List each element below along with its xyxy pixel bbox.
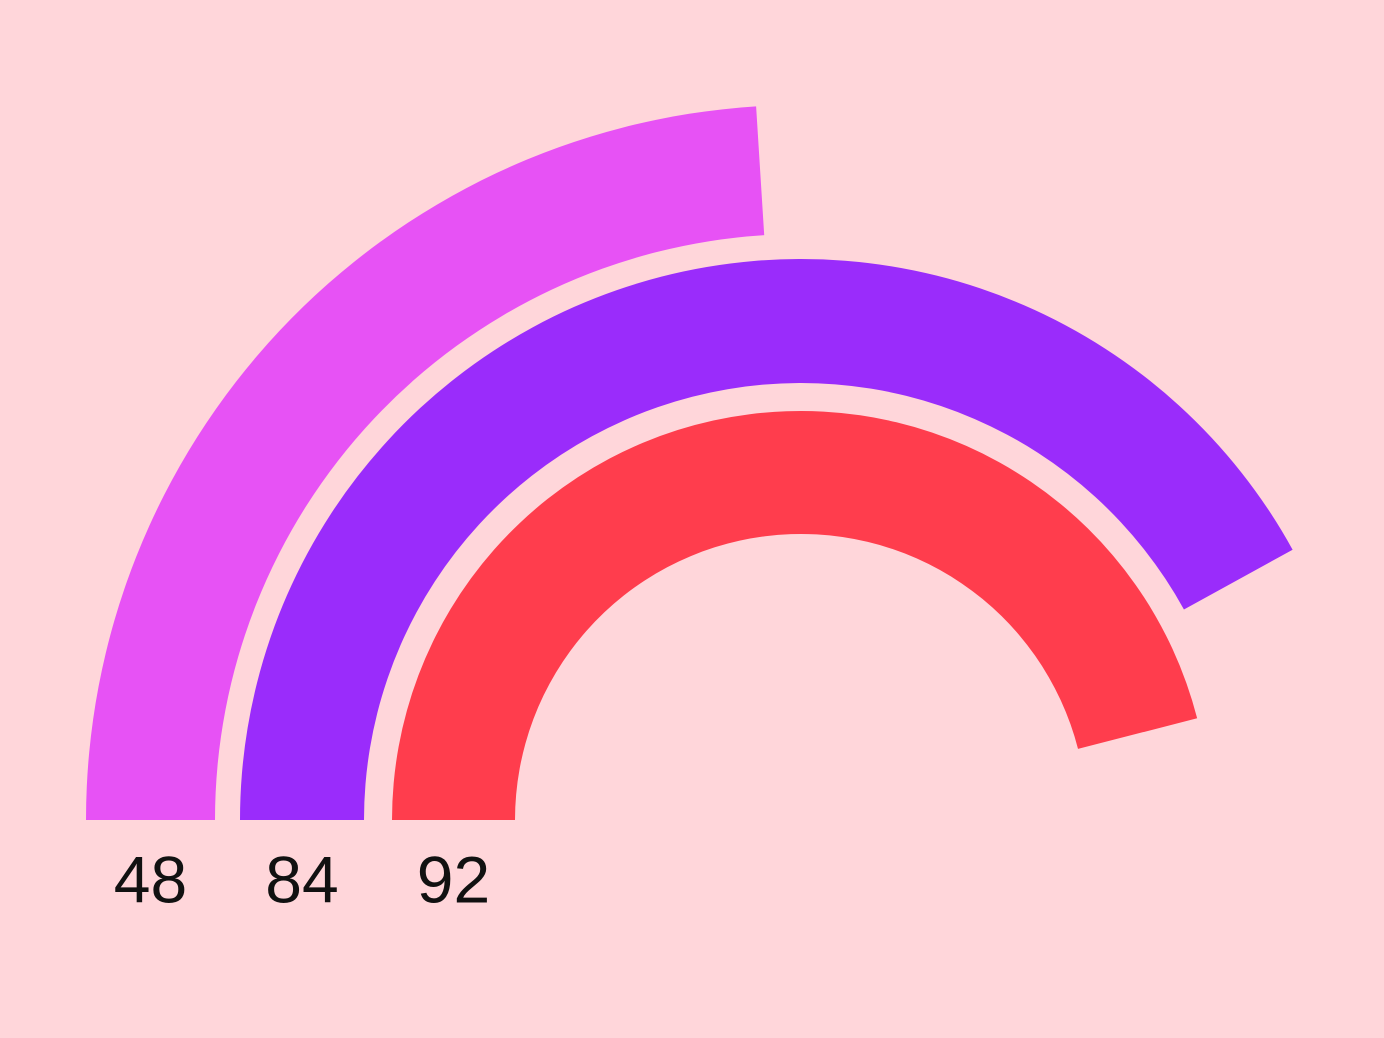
radial-bar (392, 411, 1198, 820)
value-label: 48 (114, 842, 187, 916)
value-label: 92 (417, 842, 490, 916)
radial-bar (86, 106, 765, 820)
value-label: 84 (265, 842, 338, 916)
radial-bar (240, 259, 1293, 820)
